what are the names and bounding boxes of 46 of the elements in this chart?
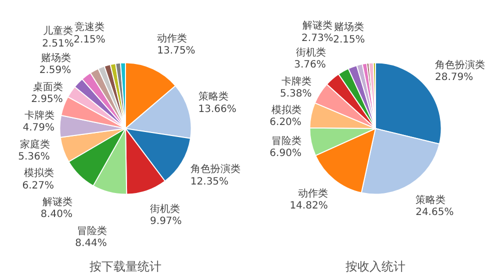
- data-label: 6.20%: [270, 117, 302, 128]
- slice-label: 桌面类: [32, 80, 63, 93]
- data-label: 8.40%: [40, 209, 72, 220]
- slice-label: 策略类: [416, 194, 446, 206]
- data-label: 14.82%: [290, 200, 328, 212]
- data-label: 2.59%: [39, 65, 72, 76]
- slice-label: 卡牌类: [282, 75, 312, 88]
- data-label: 28.79%: [434, 72, 474, 84]
- slice-label: 动作类: [298, 187, 328, 200]
- slice-label: 角色扮演类: [190, 163, 240, 176]
- data-label: 12.35%: [190, 176, 229, 188]
- slice-label: 家庭类: [20, 138, 50, 150]
- data-label: 5.36%: [18, 151, 50, 162]
- data-label: 9.97%: [150, 216, 182, 228]
- data-label: 2.15%: [74, 34, 106, 46]
- data-label: 4.79%: [22, 122, 54, 134]
- data-label: 6.27%: [22, 180, 54, 192]
- slice-label: 赌场类: [334, 21, 364, 34]
- data-label: 8.44%: [75, 238, 107, 249]
- slice-label: 动作类: [157, 32, 188, 44]
- slice-label: 解谜类: [42, 196, 72, 208]
- slice-label: 街机类: [296, 46, 326, 58]
- data-label: 2.73%: [302, 32, 334, 44]
- slice-label: 策略类: [198, 90, 228, 103]
- slice-label: 街机类: [150, 202, 180, 215]
- data-label: 3.76%: [294, 60, 326, 71]
- slice-label: 解谜类: [302, 20, 332, 32]
- slice-label: 冒险类: [271, 134, 302, 147]
- data-label: 13.75%: [157, 46, 196, 56]
- data-label: 6.90%: [270, 148, 302, 159]
- text: 按下载量统计: [90, 260, 162, 274]
- data-label: 2.15%: [333, 34, 365, 46]
- slice-label: 模拟类: [271, 104, 302, 116]
- data-label: 2.51%: [42, 38, 74, 50]
- data-label: 24.65%: [416, 207, 454, 218]
- data-label: 2.95%: [31, 94, 63, 105]
- slice-label: 竞速类: [74, 21, 105, 34]
- text: 按收入统计: [346, 260, 406, 274]
- data-label: 5.38%: [280, 88, 312, 100]
- slice-label: 模拟类: [24, 167, 54, 180]
- slice-label: 卡牌类: [24, 110, 54, 122]
- slice-label: 角色扮演类: [434, 59, 485, 72]
- slice-label: 赌场类: [41, 52, 72, 64]
- slice-label: 冒险类: [76, 224, 107, 237]
- data-label: 13.66%: [198, 104, 236, 115]
- slice-label: 儿童类: [42, 25, 73, 38]
